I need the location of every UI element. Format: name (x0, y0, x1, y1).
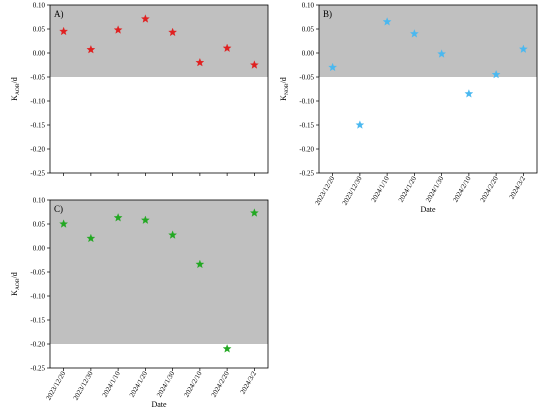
x-tick-label: 2023/12/20 (44, 370, 67, 402)
y-tick-label: -0.20 (30, 341, 45, 349)
y-axis-title: KAOB/d (10, 272, 21, 296)
y-tick-label: -0.05 (299, 74, 314, 82)
y-tick-label: -0.10 (30, 98, 45, 106)
y-tick-label: 0.05 (302, 26, 315, 34)
shaded-region (50, 5, 268, 77)
y-axis-title-unit: /d (10, 77, 19, 83)
plot-frame (49, 199, 269, 369)
y-tick-label: 0.05 (33, 221, 46, 229)
star-point (59, 26, 69, 36)
x-tick-label: 2024/2/20 (210, 370, 231, 399)
star-point (113, 213, 123, 222)
plot-frame (318, 4, 538, 174)
y-tick-label: -0.15 (30, 122, 45, 130)
x-tick-label: 2024/2/10 (182, 370, 203, 399)
shaded-region (50, 200, 268, 344)
x-tick-label: 2023/12/20 (313, 175, 336, 207)
x-tick-label: 2024/1/30 (155, 370, 176, 399)
y-axis-title-unit: /d (279, 77, 288, 83)
star-point (409, 29, 419, 38)
y-axis-title-subscript: AOB (15, 278, 21, 290)
y-tick-label: 0.10 (33, 197, 46, 205)
x-axis-title: Date (151, 400, 167, 409)
star-point (518, 44, 528, 53)
chart-panel-b: 0.100.050.00-0.05-0.10-0.15-0.20-0.25202… (279, 2, 538, 214)
y-tick-label: 0.10 (302, 2, 315, 10)
y-axis-title-subscript: AOB (15, 83, 21, 95)
y-tick-label: 0.00 (33, 245, 46, 253)
y-axis-title-main: K (279, 95, 288, 101)
y-tick-label: 0.00 (302, 50, 315, 58)
star-point (437, 49, 447, 58)
x-tick-label: 2024/1/20 (128, 370, 149, 399)
star-point (195, 57, 205, 67)
y-axis-title-subscript: NOB (284, 83, 290, 95)
x-tick-label: 2024/2/10 (451, 175, 472, 204)
x-axis-title: Date (420, 205, 436, 214)
y-tick-label: -0.20 (30, 146, 45, 154)
star-point (113, 25, 123, 34)
x-tick-label: 2024/3/2 (508, 175, 528, 201)
y-tick-label: -0.05 (30, 269, 45, 277)
y-axis-title: KAOB/d (10, 77, 21, 101)
y-tick-label: 0.00 (33, 50, 46, 58)
star-point (140, 14, 150, 23)
y-axis-title-main: K (10, 95, 19, 101)
x-tick-label: 2024/1/10 (101, 370, 122, 399)
y-tick-label: -0.10 (30, 293, 45, 301)
star-point (59, 219, 69, 228)
y-tick-label: -0.20 (299, 146, 314, 154)
star-point (86, 45, 96, 54)
x-tick-label: 2024/1/20 (397, 175, 418, 204)
star-point (355, 120, 365, 129)
y-axis-title-main: K (10, 290, 19, 296)
x-tick-label: 2023/12/30 (341, 175, 364, 207)
y-tick-label: -0.25 (30, 170, 45, 178)
panel-label: A) (54, 9, 64, 19)
star-point (491, 69, 501, 79)
y-tick-label: 0.05 (33, 26, 46, 34)
x-tick-label: 2024/3/2 (239, 370, 259, 396)
y-tick-label: -0.10 (299, 98, 314, 106)
y-tick-label: -0.15 (30, 317, 45, 325)
x-tick-label: 2024/1/10 (370, 175, 391, 204)
panel-label: C) (54, 204, 63, 214)
star-point (168, 27, 178, 37)
y-tick-label: -0.25 (30, 365, 45, 373)
y-tick-label: -0.05 (30, 74, 45, 82)
plot-frame (49, 4, 269, 174)
star-point (86, 233, 96, 243)
chart-panel-a: 0.10 0.05 0.00 -0.05 -0.10 -0.15 -0.20 -0.25 A) K… (10, 2, 269, 178)
y-axis-title: KNOB/d (279, 77, 290, 101)
star-point (222, 43, 232, 52)
y-tick-label: -0.25 (299, 170, 314, 178)
star-point (382, 17, 392, 26)
y-tick-label: 0.10 (33, 2, 46, 10)
star-point (328, 62, 338, 72)
star-point (249, 60, 259, 69)
star-point (195, 259, 205, 269)
star-point (168, 230, 178, 239)
x-tick-label: 2024/1/30 (424, 175, 445, 204)
x-tick-label: 2023/12/30 (72, 370, 95, 402)
chart-panel-c: 0.100.050.00-0.05-0.10-0.15-0.20-0.25202… (10, 197, 269, 409)
star-point (140, 215, 150, 224)
x-tick-label: 2024/2/20 (479, 175, 500, 204)
y-axis-title-unit: /d (10, 272, 19, 278)
y-tick-label: -0.15 (299, 122, 314, 130)
panel-label: B) (323, 9, 332, 19)
shaded-region (319, 5, 537, 77)
star-point (464, 89, 474, 98)
star-point (222, 344, 232, 353)
star-point (249, 208, 259, 217)
